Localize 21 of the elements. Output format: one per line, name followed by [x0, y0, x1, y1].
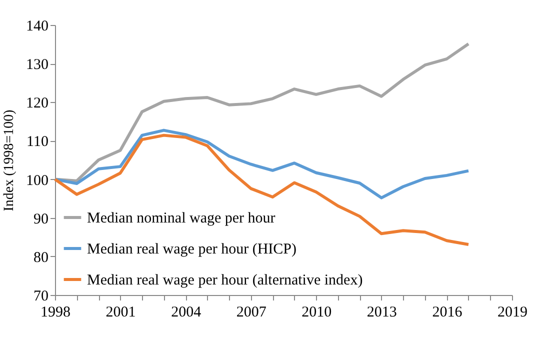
y-tick-label: 70	[34, 288, 48, 304]
x-tick-label: 2019	[498, 304, 528, 320]
x-tick-label: 2001	[106, 304, 136, 320]
y-tick-label: 130	[26, 57, 48, 74]
x-tick-label: 2016	[432, 304, 463, 320]
y-tick-label: 80	[34, 250, 48, 266]
line-series	[54, 128, 470, 200]
y-tick-label: 110	[26, 134, 48, 150]
legend-label: Median real wage per hour (alternative index)	[87, 272, 363, 288]
x-tick-label: 1998	[40, 304, 70, 320]
x-tick-label: 2010	[302, 304, 332, 320]
x-tick-label: 2007	[236, 304, 267, 320]
y-tick-label: 90	[34, 211, 48, 228]
legend-label: Median real wage per hour (HICP)	[87, 242, 297, 258]
x-tick-label: 2004	[171, 304, 202, 320]
y-tick-label: 100	[26, 172, 48, 189]
y-tick-label: 140	[26, 18, 48, 34]
legend-label: Median nominal wage per hour	[87, 210, 276, 226]
x-tick-label: 2013	[366, 304, 397, 320]
y-tick-label: 120	[26, 96, 48, 112]
y-axis-title: Index (1998=100)	[2, 109, 17, 212]
